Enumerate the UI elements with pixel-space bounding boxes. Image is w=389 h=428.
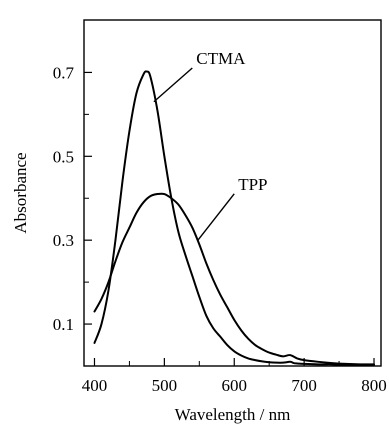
plot-area: 0.1 0.3 0.5 0.7 400 500 600 700 800 CTMA TPP (53, 19, 387, 395)
series-lines (93, 70, 376, 366)
annotation-leader-line (153, 67, 193, 103)
y-tick-label: 0.1 (53, 315, 74, 334)
y-tick-label: 0.5 (53, 147, 74, 166)
annotation-leader-line (197, 193, 235, 241)
x-tick-label: 500 (152, 376, 178, 395)
y-axis-label: Absorbance (11, 152, 30, 233)
x-tick-label: 400 (82, 376, 108, 395)
series-line-ctma (93, 70, 376, 366)
x-axis-label: Wavelength / nm (175, 405, 291, 424)
y-tick-label: 0.3 (53, 231, 74, 250)
x-axis-ticks: 400 500 600 700 800 (82, 358, 387, 395)
x-tick-label: 700 (291, 376, 317, 395)
x-tick-label: 800 (361, 376, 387, 395)
x-tick-label: 600 (221, 376, 247, 395)
annotations: CTMA TPP (153, 49, 268, 241)
series-line-tpp (93, 192, 376, 366)
annotation-label-tpp: TPP (238, 175, 267, 194)
y-tick-label: 0.7 (53, 63, 75, 82)
annotation-label-ctma: CTMA (196, 49, 246, 68)
plot-frame (83, 19, 382, 367)
y-axis-ticks: 0.1 0.3 0.5 0.7 (53, 63, 92, 334)
